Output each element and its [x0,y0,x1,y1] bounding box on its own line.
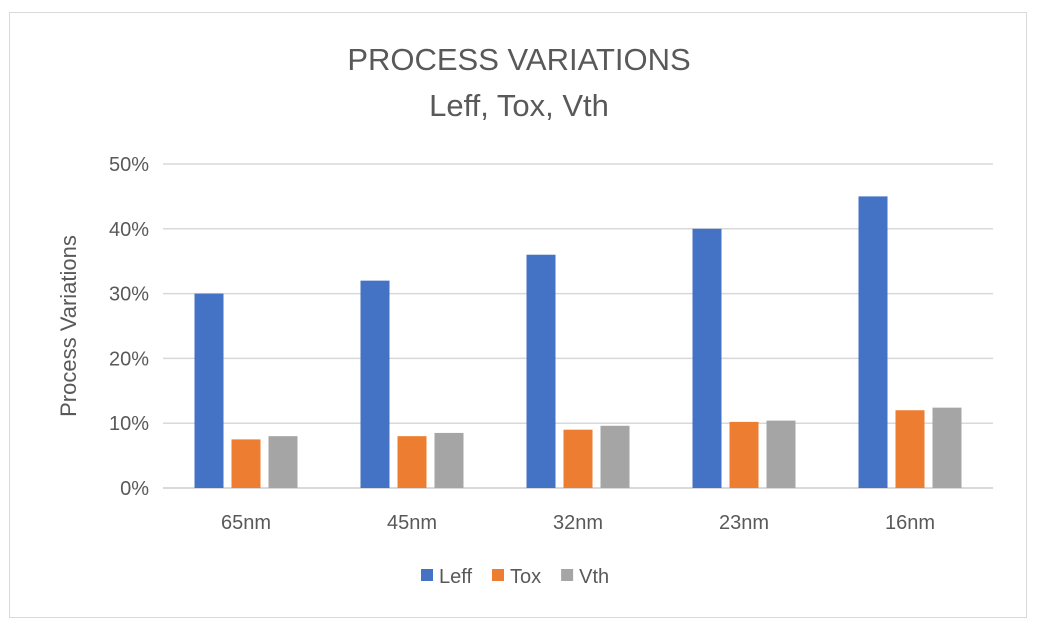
x-tick-label: 45nm [387,512,437,534]
bar-vth-23nm [766,420,796,488]
legend-swatch-tox [492,569,504,581]
bar-vth-65nm [268,436,298,488]
y-axis-label: Process Variations [56,235,81,417]
x-tick-label: 16nm [885,512,935,534]
bar-tox-32nm [563,429,593,488]
x-tick-label: 65nm [221,512,271,534]
y-tick-label: 0% [120,478,149,500]
bar-leff-23nm [692,228,722,489]
bar-vth-45nm [434,432,464,488]
chart-title: PROCESS VARIATIONS [347,42,690,77]
bar-tox-45nm [397,436,427,488]
legend-swatch-vth [561,569,574,581]
chart-area [9,12,1027,618]
legend-swatch-leff [421,569,433,581]
bar-vth-32nm [600,425,630,488]
bar-leff-16nm [858,196,888,488]
bar-leff-65nm [194,293,224,488]
bar-tox-65nm [231,439,261,488]
legend-label-vth: Vth [579,566,609,588]
y-tick-label: 30% [109,284,149,306]
x-tick-label: 23nm [719,512,769,534]
chart-subtitle: Leff, Tox, Vth [429,88,609,123]
bar-leff-45nm [360,280,390,488]
legend-label-tox: Tox [510,566,541,588]
bar-leff-32nm [526,254,556,488]
bar-tox-16nm [895,410,925,488]
bar-vth-16nm [932,407,962,488]
y-tick-label: 10% [109,413,149,435]
y-tick-label: 20% [109,348,149,370]
y-tick-label: 40% [109,219,149,241]
legend-label-leff: Leff [439,566,472,588]
bar-tox-23nm [729,421,759,488]
y-tick-label: 50% [109,154,149,176]
x-tick-label: 32nm [553,512,603,534]
